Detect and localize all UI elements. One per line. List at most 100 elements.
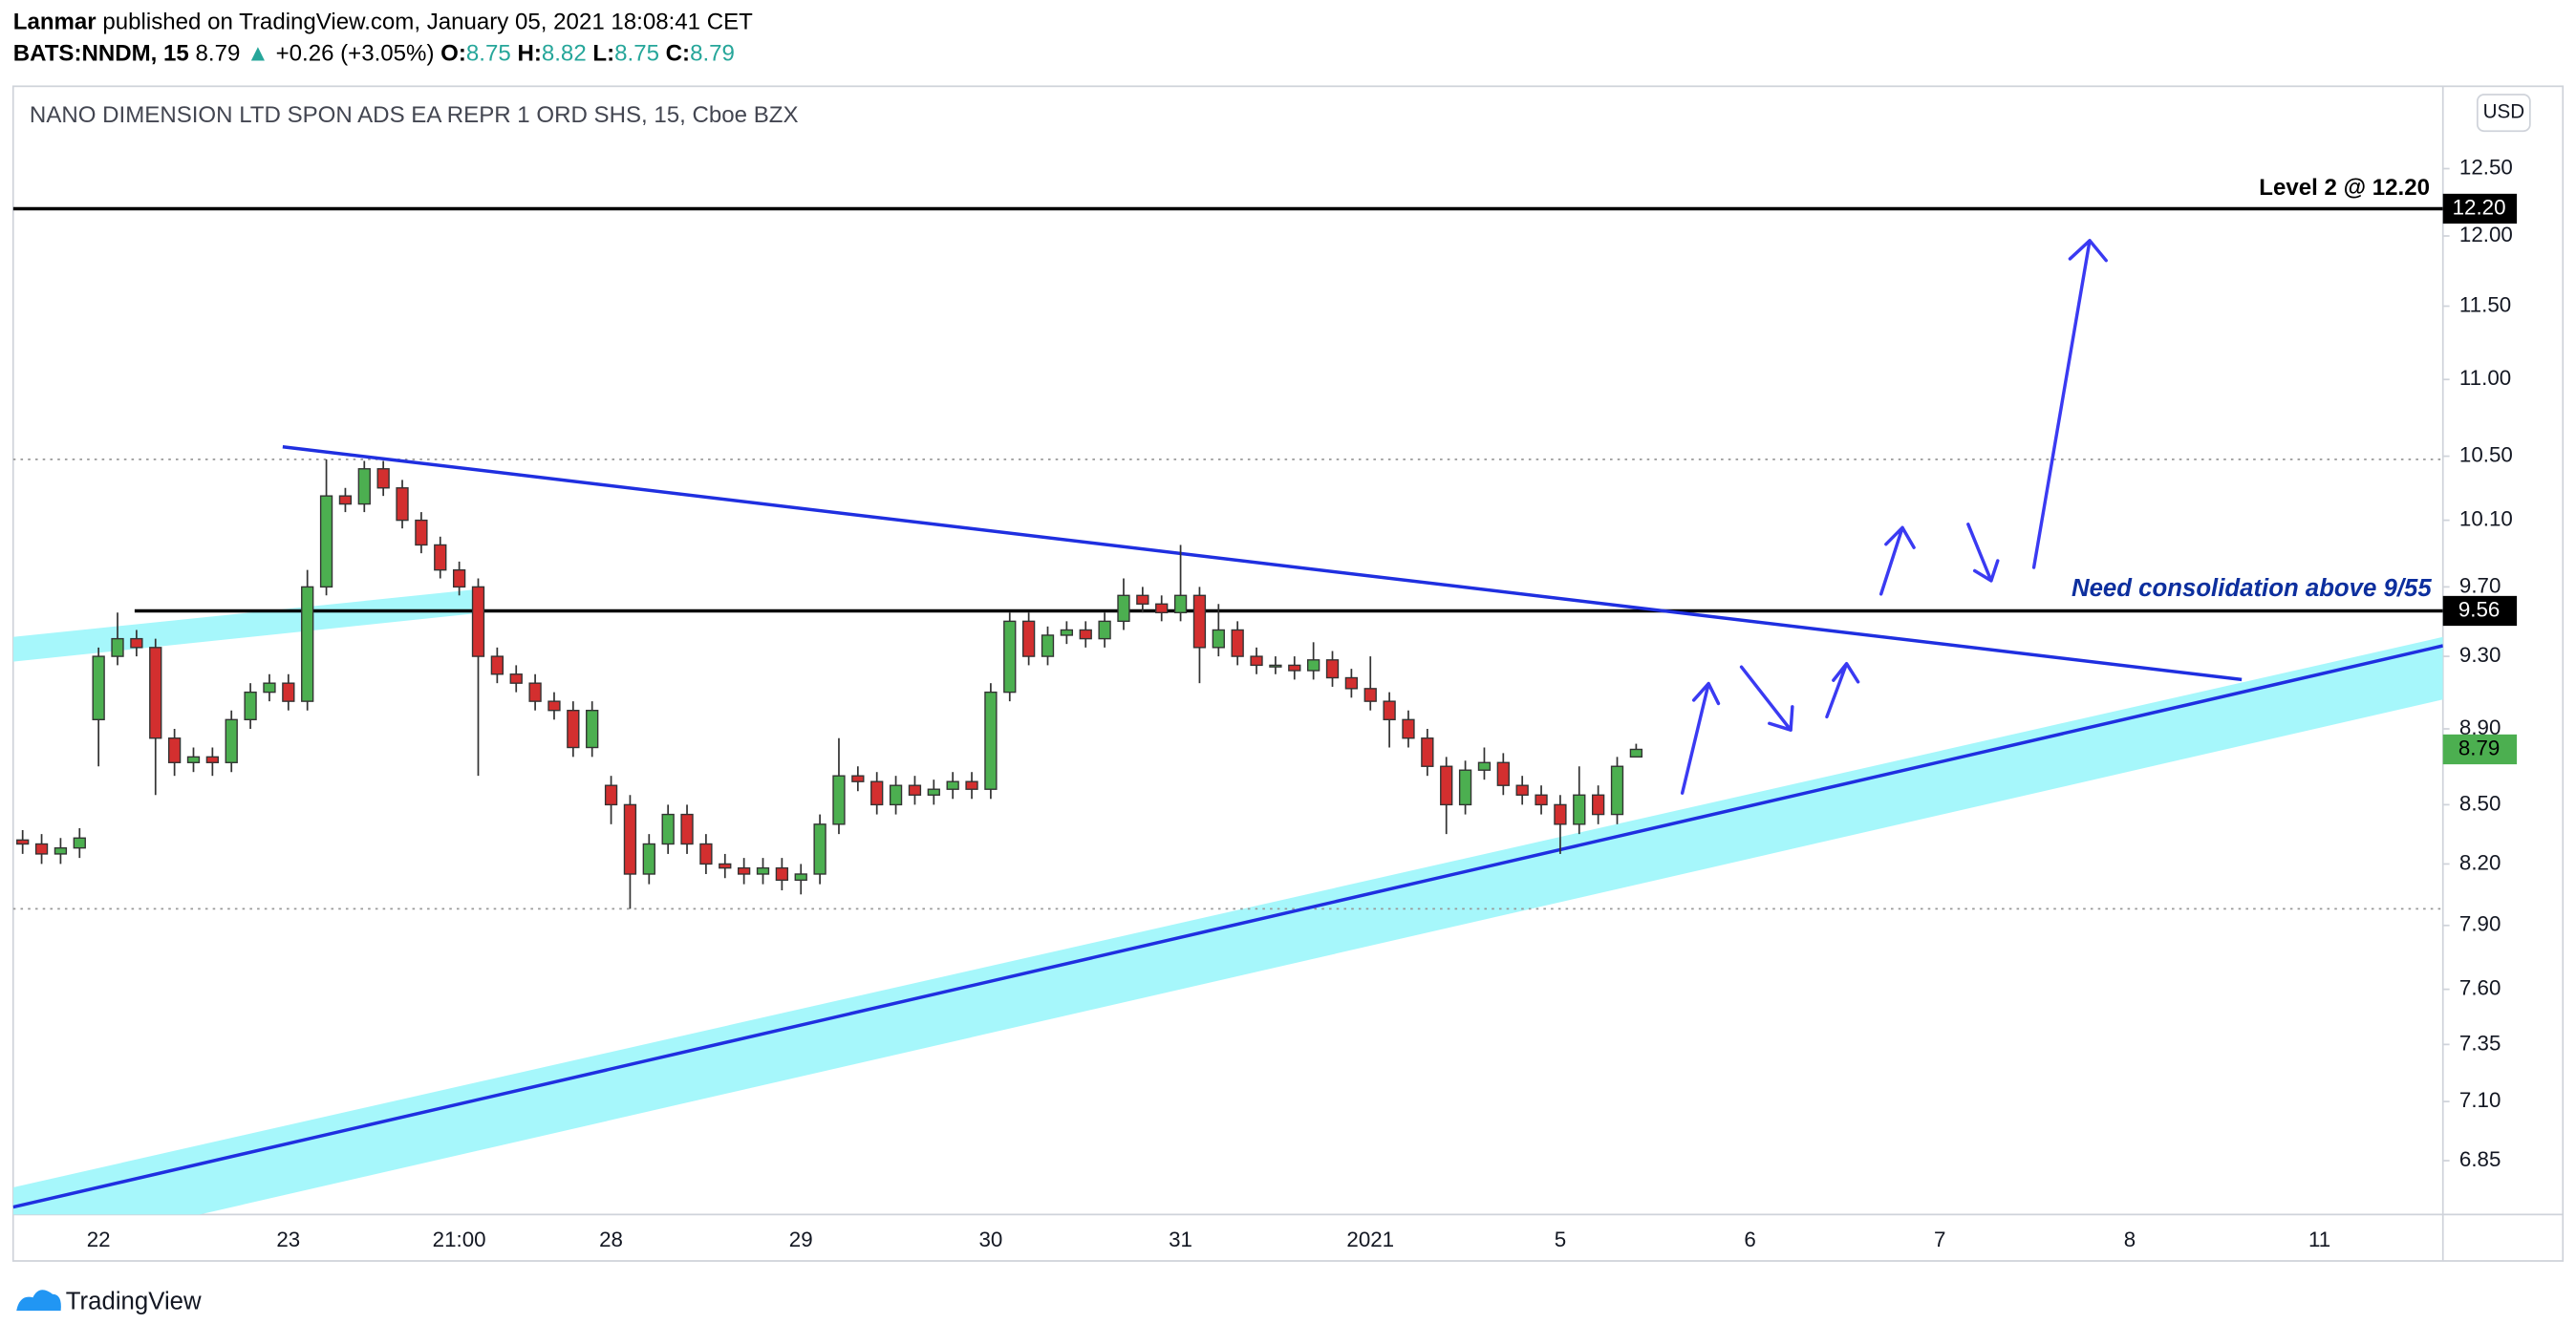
y-tick-label: 6.85 bbox=[2459, 1147, 2501, 1171]
arrow bbox=[1739, 665, 1794, 732]
candle-body bbox=[1003, 620, 1017, 694]
candle-body bbox=[1440, 765, 1453, 806]
chart-title: NANO DIMENSION LTD SPON ADS EA REPR 1 OR… bbox=[30, 102, 799, 128]
chart-frame bbox=[11, 85, 2565, 1262]
y-tick-label: 8.50 bbox=[2459, 791, 2501, 815]
change-arrow: ▲ bbox=[247, 41, 269, 67]
level-badge bbox=[2442, 193, 2518, 224]
arrow bbox=[1680, 681, 1721, 795]
candle-body bbox=[623, 803, 637, 875]
candle-body bbox=[1041, 634, 1055, 657]
candle-body bbox=[1155, 603, 1169, 613]
x-tick-label: 11 bbox=[2308, 1228, 2330, 1251]
candle-body bbox=[1269, 664, 1282, 668]
arrow bbox=[2031, 239, 2108, 569]
x-tick-label: 6 bbox=[1744, 1228, 1755, 1251]
candle-body bbox=[1192, 594, 1207, 649]
quote-line: BATS:NNDM, 15 8.79 ▲ +0.26 (+3.05%) O:8.… bbox=[13, 41, 735, 67]
candle-body bbox=[1515, 784, 1529, 796]
candle-body bbox=[604, 784, 618, 806]
candle-body bbox=[1458, 769, 1472, 806]
x-tick-label: 5 bbox=[1555, 1228, 1566, 1251]
x-tick-label: 21:00 bbox=[433, 1228, 486, 1251]
candle-body bbox=[1629, 748, 1643, 758]
x-tick-label: 22 bbox=[87, 1228, 111, 1251]
candle-body bbox=[1231, 629, 1244, 657]
y-tick-label: 9.30 bbox=[2459, 643, 2501, 667]
header-line: Lanmar published on TradingView.com, Jan… bbox=[13, 10, 753, 35]
y-tick-label: 11.00 bbox=[2459, 366, 2511, 390]
candle-body bbox=[756, 866, 770, 875]
candle-body bbox=[1021, 620, 1036, 657]
candle-body bbox=[452, 568, 466, 588]
x-tick-label: 7 bbox=[1934, 1228, 1945, 1251]
candle-body bbox=[434, 544, 447, 571]
candle-body bbox=[16, 839, 30, 845]
trend-line bbox=[282, 444, 2243, 682]
symbol: BATS:NNDM, 15 bbox=[13, 41, 189, 67]
arrow bbox=[1825, 662, 1860, 719]
y-tick-label: 12.00 bbox=[2459, 223, 2513, 246]
logo-cloud bbox=[16, 1290, 61, 1312]
candle-body bbox=[1554, 803, 1567, 825]
currency[interactable]: USD bbox=[2483, 101, 2525, 123]
candle-body bbox=[205, 756, 220, 763]
y-tick-label: 7.10 bbox=[2459, 1088, 2501, 1112]
last-price-label: 8.79 bbox=[2458, 736, 2500, 759]
candle-body bbox=[225, 718, 238, 763]
arrow bbox=[1878, 525, 1916, 596]
candle-body bbox=[319, 495, 333, 588]
x-tick-label: 8 bbox=[2124, 1228, 2136, 1251]
candle-body bbox=[1402, 718, 1415, 739]
candle-body bbox=[813, 823, 826, 875]
candle-body bbox=[357, 468, 371, 505]
y-tick-label: 11.50 bbox=[2459, 292, 2511, 316]
ohlc-value: 8.82 bbox=[542, 41, 587, 67]
x-tick-label: 29 bbox=[789, 1228, 813, 1251]
candle-body bbox=[851, 775, 865, 782]
y-tick-label: 7.90 bbox=[2459, 912, 2501, 936]
candle-body bbox=[1306, 659, 1320, 672]
candle-body bbox=[415, 519, 428, 546]
y-tick-label: 12.50 bbox=[2459, 155, 2513, 179]
candle-body bbox=[282, 682, 295, 702]
candle-body bbox=[509, 673, 523, 684]
candle-body bbox=[642, 843, 655, 875]
candle-body bbox=[1535, 794, 1548, 806]
candle-body bbox=[984, 691, 998, 790]
ohlc-value: 8.79 bbox=[690, 41, 735, 67]
candle-body bbox=[699, 843, 713, 865]
candle-body bbox=[34, 843, 49, 855]
candle-body bbox=[586, 710, 599, 749]
published: published on TradingView.com, January 05… bbox=[102, 10, 753, 35]
ohlc-label: C: bbox=[666, 41, 690, 67]
candle-body bbox=[1136, 594, 1149, 605]
candle-body bbox=[737, 866, 751, 875]
candle-body bbox=[1060, 629, 1074, 636]
candle-body bbox=[263, 682, 276, 694]
candle-body bbox=[186, 756, 201, 763]
y-tick-label: 10.50 bbox=[2459, 442, 2513, 466]
last-price-badge bbox=[2442, 734, 2518, 765]
candle-body bbox=[1117, 594, 1130, 623]
trend-line bbox=[12, 644, 2443, 1209]
candle-body bbox=[794, 873, 807, 882]
level-label: 12.20 bbox=[2453, 195, 2506, 219]
candle-body bbox=[396, 487, 409, 522]
arrow bbox=[1966, 523, 2000, 583]
candle-body bbox=[73, 837, 86, 849]
candle-body bbox=[1098, 620, 1111, 640]
candle-body bbox=[1610, 765, 1624, 816]
candle-body bbox=[471, 586, 485, 657]
candle-body bbox=[661, 813, 675, 845]
candle-body bbox=[889, 784, 903, 806]
footer-brand: TradingView bbox=[66, 1288, 202, 1314]
currency-badge[interactable] bbox=[2476, 94, 2531, 133]
logo bbox=[16, 1290, 61, 1312]
candle-body bbox=[1421, 737, 1434, 767]
band bbox=[12, 588, 484, 662]
x-tick-label: 28 bbox=[599, 1228, 623, 1251]
candle-body bbox=[376, 468, 390, 489]
